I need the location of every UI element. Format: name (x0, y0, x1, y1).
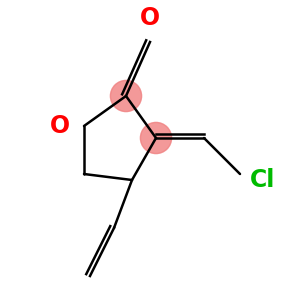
Text: Cl: Cl (250, 168, 275, 192)
Circle shape (110, 80, 142, 112)
Text: O: O (50, 114, 70, 138)
Circle shape (140, 122, 172, 154)
Text: O: O (140, 6, 160, 30)
